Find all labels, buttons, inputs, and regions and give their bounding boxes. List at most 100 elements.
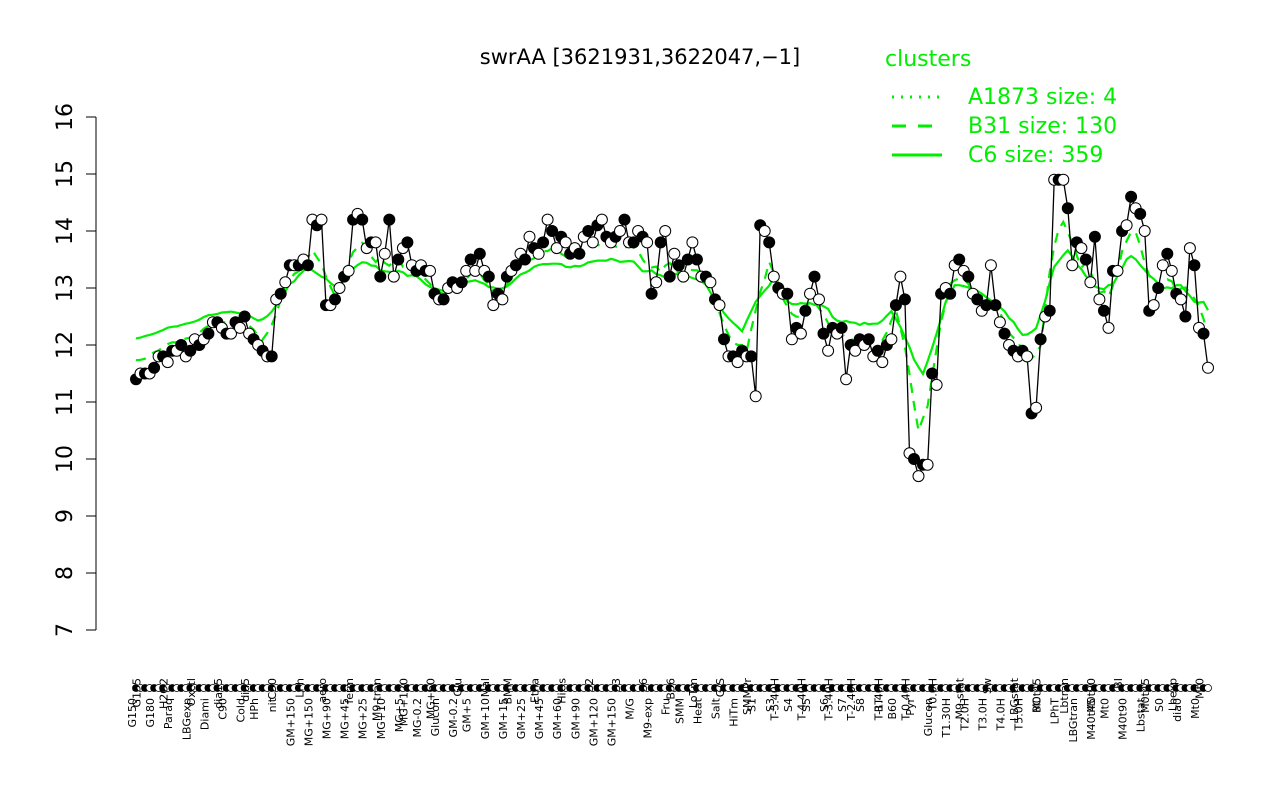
data-point	[387, 270, 400, 283]
x-tick-label: T2.0H	[958, 698, 971, 731]
data-point	[1084, 276, 1097, 289]
x-tick-label: MG+25	[357, 698, 370, 739]
y-tick-label: 8	[53, 566, 78, 580]
data-point	[672, 259, 685, 272]
data-point	[849, 344, 862, 357]
data-point	[225, 327, 237, 340]
x-tick-label: T1.30H	[940, 698, 953, 738]
data-point	[944, 287, 957, 300]
data-point	[804, 287, 816, 300]
data-point	[785, 333, 798, 346]
data-point	[342, 264, 355, 277]
y-tick-label: 9	[53, 509, 78, 523]
data-point	[175, 339, 188, 351]
x-tick-label: LPh	[293, 678, 306, 698]
y-tick-label: 14	[53, 217, 78, 245]
x-tick-label: Heat	[691, 697, 704, 724]
data-point	[1120, 219, 1133, 232]
data-point	[424, 264, 436, 277]
data-point	[822, 344, 835, 357]
data-points	[130, 173, 1214, 483]
data-point	[1147, 299, 1160, 312]
data-point	[1138, 225, 1151, 237]
x-tick-label: MG+5	[393, 698, 406, 732]
data-point	[1183, 242, 1196, 255]
x-tick-label: HPh	[248, 698, 261, 720]
x-tick-label: G/S	[714, 678, 727, 697]
data-point	[238, 310, 251, 323]
y-tick-label: 15	[53, 160, 78, 188]
data-point	[1021, 350, 1034, 363]
data-point	[315, 213, 328, 226]
x-tick-label: M0t45	[1031, 678, 1044, 713]
x-tick-label: GM+120	[587, 698, 600, 746]
data-point	[1188, 259, 1201, 272]
data-point	[885, 333, 898, 346]
x-tick-label: BI	[1112, 678, 1125, 689]
x-tick-label: S7	[836, 698, 849, 712]
x-tick-label: MG+60	[425, 678, 438, 719]
data-point	[758, 225, 771, 237]
data-point	[550, 242, 563, 255]
legend-label-a1873: A1873 size: 4	[968, 85, 1117, 110]
data-point	[1152, 282, 1165, 294]
x-tick-label: C30	[266, 678, 279, 700]
data-point	[487, 299, 500, 312]
x-tick-label: G180	[144, 698, 157, 728]
x-tick-label: H2O2	[158, 678, 171, 709]
data-point	[718, 333, 730, 346]
data-point	[374, 270, 387, 283]
legend-label-c6: C6 size: 359	[968, 143, 1103, 168]
data-point	[559, 236, 572, 249]
data-point	[781, 287, 794, 300]
x-tick-label: G150	[126, 698, 139, 728]
x-tick-label: T4.0H	[995, 698, 1008, 731]
data-point	[329, 293, 341, 306]
data-point	[876, 356, 889, 369]
x-tick-label: S6	[818, 698, 831, 712]
y-tick-label: 12	[53, 331, 78, 359]
data-point	[763, 236, 776, 249]
data-point	[908, 453, 920, 465]
x-tick-label: aero	[316, 678, 329, 703]
x-tick-label: MG+10	[375, 698, 388, 739]
data-point	[686, 236, 699, 249]
x-tick-label: GM+150	[606, 698, 619, 746]
x-tick-label: dia15	[212, 678, 225, 709]
x-tick-label: GM-0.2	[447, 698, 460, 737]
data-point	[383, 213, 396, 226]
x-tick-label: S6	[637, 678, 650, 692]
x-tick-label: LoTm	[687, 678, 700, 708]
data-point	[1102, 321, 1115, 334]
x-tick-label: Lbtran	[1058, 678, 1071, 714]
x-tick-label: S0	[1153, 698, 1166, 712]
data-point	[871, 344, 884, 357]
x-tick-label: M40t90	[1117, 698, 1130, 740]
data-point	[1057, 173, 1070, 186]
x-tick-label: MG+120	[397, 678, 410, 726]
data-point	[1034, 333, 1047, 346]
data-point	[378, 247, 391, 260]
data-point	[794, 327, 807, 340]
x-tick-label: S1	[746, 698, 759, 712]
data-point	[1075, 242, 1088, 255]
x-condition-marker	[1204, 684, 1212, 692]
data-point	[962, 270, 975, 283]
x-tick-label: S2	[583, 678, 596, 692]
data-point	[1088, 230, 1101, 243]
x-tick-label: S5	[800, 698, 813, 712]
data-point	[595, 213, 608, 226]
x-tick-label: T-4.40H	[795, 678, 808, 721]
x-tick-label: ferm	[343, 678, 356, 704]
data-point	[971, 293, 984, 306]
data-point	[401, 236, 414, 249]
x-tick-label: T-5.40H	[768, 678, 781, 721]
x-tick-label: Mt0	[1099, 698, 1112, 719]
x-tick-label: T5.0H	[1013, 698, 1026, 731]
data-point	[541, 213, 554, 226]
x-tick-label: M0t90	[1085, 678, 1098, 713]
y-tick-label: 7	[53, 623, 78, 637]
x-tick-label: G135	[131, 678, 144, 708]
data-point	[1156, 259, 1169, 272]
data-point	[464, 253, 477, 266]
